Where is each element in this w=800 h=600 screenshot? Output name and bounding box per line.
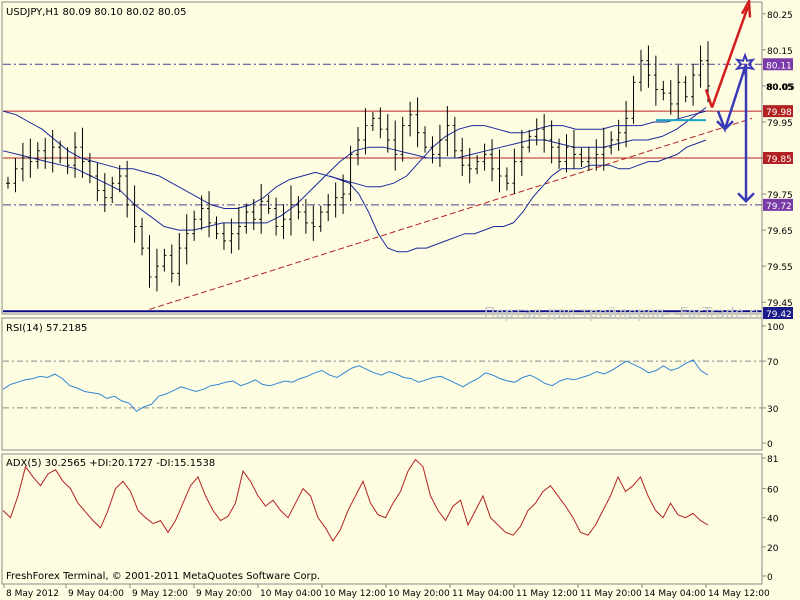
trend-line bbox=[149, 117, 753, 310]
price-panel-title: USDJPY,H1 80.09 80.10 80.02 80.05 bbox=[6, 7, 187, 18]
rsi-y-tick-label: 30 bbox=[767, 405, 779, 415]
price-label-box bbox=[763, 198, 793, 211]
x-tick-label: 11 May 12:00 bbox=[516, 589, 578, 599]
arrow-up-red-tail bbox=[704, 89, 714, 108]
adx-y-tick-label: 20 bbox=[767, 544, 779, 554]
price-y-tick-label: 80.15 bbox=[767, 47, 793, 57]
price-y-tick-label: 79.45 bbox=[767, 299, 793, 309]
price-y-tick-label: 79.55 bbox=[767, 263, 793, 273]
adx-y-tick-label: 40 bbox=[767, 515, 779, 525]
x-tick-label: 9 May 12:00 bbox=[132, 589, 188, 599]
arrow-down-blue-mid-head bbox=[716, 120, 734, 131]
rsi-panel-frame bbox=[1, 317, 763, 451]
rsi-line bbox=[2, 359, 709, 413]
price-label-box bbox=[763, 58, 793, 71]
watermark-text: Портал для трейдеров - ForTrade.ru bbox=[484, 304, 764, 322]
price-label-text: 79.72 bbox=[766, 202, 792, 212]
x-tick-label: 9 May 20:00 bbox=[196, 589, 252, 599]
price-label-text: 79.98 bbox=[766, 108, 792, 118]
price-y-tick-label: 79.95 bbox=[767, 119, 793, 129]
footer-copyright: FreshForex Terminal, © 2001-2011 MetaQuo… bbox=[6, 571, 320, 582]
price-y-tick-label: 79.65 bbox=[767, 227, 793, 237]
price-label-text: 79.42 bbox=[766, 310, 792, 320]
price-label-box bbox=[763, 105, 793, 118]
arrow-down-blue-head bbox=[737, 192, 755, 204]
rsi-y-tick-label: 0 bbox=[767, 440, 773, 450]
adx-panel bbox=[2, 458, 709, 542]
x-tick-label: 10 May 20:00 bbox=[388, 589, 450, 599]
price-y-tick-label: 80.25 bbox=[767, 11, 793, 21]
rsi-y-tick-label: 100 bbox=[767, 323, 784, 333]
x-tick-label: 14 May 04:00 bbox=[644, 589, 706, 599]
price-y-tick-label: 79.75 bbox=[767, 191, 793, 201]
axes-labels: 80.25 80.15 80.05 79.95 79.85 79.75 79.65 79.55… bbox=[3, 11, 794, 599]
x-tick-label: 11 May 04:00 bbox=[452, 589, 514, 599]
adx-panel-frame bbox=[1, 453, 763, 585]
rsi-panel-title: RSI(14) 57.2185 bbox=[6, 323, 87, 334]
adx-y-tick-label: 60 bbox=[767, 486, 779, 496]
price-panel bbox=[2, 0, 762, 313]
x-tick-label: 14 May 12:00 bbox=[708, 589, 770, 599]
x-tick-label: 11 May 20:00 bbox=[580, 589, 642, 599]
x-tick-label: 8 May 2012 bbox=[6, 589, 59, 599]
price-label-box bbox=[763, 307, 793, 319]
x-tick-label: 9 May 04:00 bbox=[68, 589, 124, 599]
arrow-up-red-shaft bbox=[710, 6, 750, 108]
adx-y-tick-label: 81 bbox=[767, 455, 778, 465]
adx-panel-title: ADX(5) 30.2565 +DI:20.1727 -DI:15.1538 bbox=[6, 458, 215, 469]
price-label-text: 80.05 bbox=[766, 83, 794, 93]
rsi-y-tick-label: 70 bbox=[767, 358, 779, 368]
lower-band-line bbox=[329, 139, 707, 253]
arrow-up-red-head bbox=[740, 0, 752, 18]
price-label-text: 79.85 bbox=[766, 155, 792, 165]
adx-y-tick-label: 0 bbox=[767, 573, 773, 583]
price-label-box bbox=[763, 152, 793, 164]
rsi-panel bbox=[2, 359, 762, 413]
star-icon bbox=[734, 52, 756, 77]
x-tick-label: 10 May 12:00 bbox=[324, 589, 386, 599]
price-label-text: 80.11 bbox=[766, 61, 792, 71]
x-tick-label: 10 May 04:00 bbox=[260, 589, 322, 599]
adx-line bbox=[2, 458, 709, 542]
price-y-tick-label: 80.05 bbox=[767, 83, 793, 93]
